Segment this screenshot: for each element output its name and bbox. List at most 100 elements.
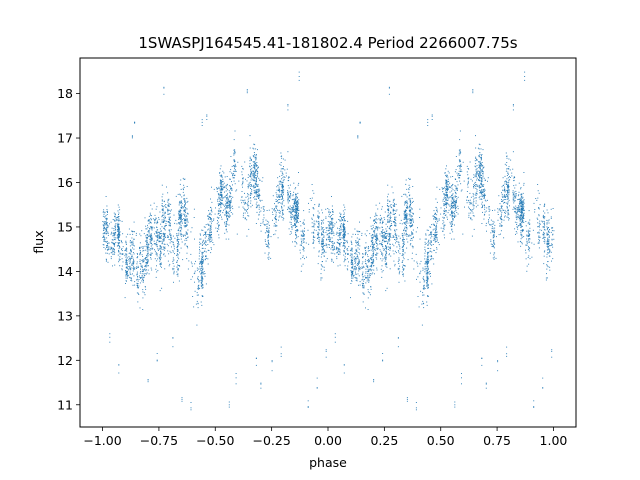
data-point	[116, 234, 118, 236]
data-point	[170, 252, 172, 254]
data-point	[408, 191, 410, 193]
data-point	[114, 264, 116, 266]
data-point	[347, 265, 349, 267]
data-point	[434, 241, 436, 243]
data-point	[476, 184, 478, 186]
data-point	[331, 217, 333, 219]
data-point	[379, 227, 381, 229]
data-point	[205, 232, 206, 234]
data-point	[340, 223, 342, 225]
data-point	[321, 229, 323, 231]
data-point	[393, 205, 395, 206]
data-point	[488, 206, 490, 208]
data-point	[266, 230, 268, 232]
data-point	[394, 231, 396, 233]
data-point	[116, 219, 118, 221]
data-point	[154, 233, 155, 235]
data-point	[544, 221, 545, 223]
data-point	[176, 233, 178, 234]
data-point	[201, 281, 203, 283]
data-point	[230, 206, 232, 208]
data-point	[522, 200, 524, 202]
data-point	[382, 246, 384, 248]
data-point	[281, 202, 283, 204]
data-point	[424, 241, 426, 243]
data-point	[125, 260, 127, 262]
data-point	[452, 215, 453, 217]
data-point	[292, 208, 293, 210]
data-point	[380, 231, 382, 232]
data-point	[480, 198, 482, 200]
data-point	[381, 232, 383, 234]
data-point	[515, 197, 517, 199]
data-point	[225, 229, 227, 231]
data-point	[226, 223, 228, 225]
data-point	[398, 268, 400, 270]
data-point	[197, 286, 199, 288]
data-point	[118, 235, 120, 237]
data-point	[323, 250, 325, 252]
data-point	[448, 184, 450, 186]
data-point	[384, 241, 386, 242]
data-point	[370, 270, 372, 272]
data-point	[291, 226, 292, 228]
data-point	[385, 237, 387, 239]
data-point	[151, 252, 153, 254]
data-point	[221, 216, 222, 218]
data-point	[274, 217, 276, 219]
data-point	[387, 214, 389, 216]
data-point	[328, 221, 330, 223]
data-point	[427, 272, 429, 274]
data-point	[143, 292, 145, 294]
data-point	[318, 242, 320, 244]
data-point	[125, 261, 127, 263]
data-point	[164, 246, 166, 248]
data-point	[445, 193, 447, 195]
data-point	[548, 248, 550, 250]
data-point	[107, 232, 109, 234]
data-point	[387, 221, 389, 223]
data-point	[382, 229, 384, 231]
data-point	[365, 263, 367, 264]
data-point	[332, 243, 334, 244]
data-point	[460, 163, 462, 165]
data-point	[312, 238, 314, 240]
data-point	[392, 213, 394, 215]
data-point	[219, 203, 220, 205]
data-point	[426, 256, 428, 258]
data-point	[522, 220, 524, 221]
data-point	[204, 248, 206, 250]
data-point	[323, 252, 325, 254]
data-point	[103, 224, 105, 226]
data-point	[104, 221, 106, 223]
data-point	[105, 232, 107, 234]
data-point	[525, 252, 527, 254]
data-point	[493, 231, 495, 233]
data-point	[154, 249, 155, 251]
data-point	[371, 237, 373, 239]
data-point	[355, 277, 357, 279]
data-point	[390, 206, 392, 208]
data-point	[297, 206, 299, 208]
data-point	[379, 222, 381, 224]
data-point	[166, 243, 168, 245]
data-point	[287, 194, 289, 196]
data-point	[523, 222, 525, 223]
data-point	[303, 238, 305, 240]
data-point	[176, 240, 178, 242]
data-point	[481, 189, 483, 191]
data-point	[395, 235, 397, 236]
data-point	[446, 183, 448, 185]
data-point	[118, 220, 120, 221]
data-point	[147, 250, 149, 252]
data-point	[282, 186, 284, 187]
data-point	[181, 219, 183, 220]
data-point	[376, 219, 378, 221]
data-point	[278, 201, 280, 203]
data-point	[161, 266, 162, 268]
data-point	[303, 219, 305, 221]
data-point	[484, 199, 486, 201]
data-point	[508, 166, 510, 168]
data-point	[543, 255, 545, 257]
data-point	[506, 181, 508, 183]
